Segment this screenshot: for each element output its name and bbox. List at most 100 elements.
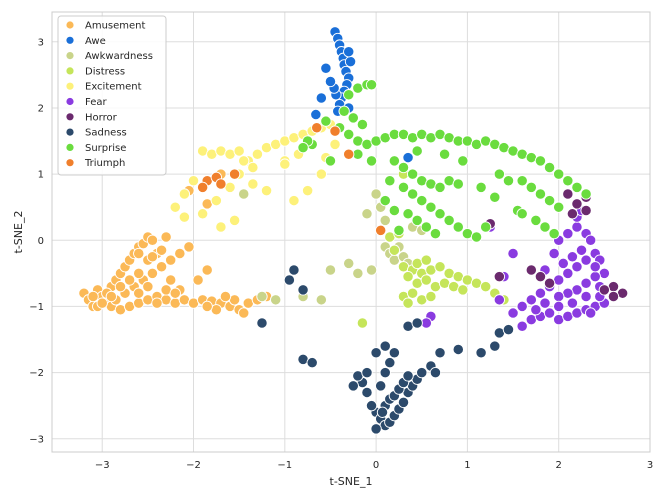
x-tick-label: 3 <box>647 460 653 471</box>
point-surprise <box>320 115 332 127</box>
point-excitement <box>288 194 300 207</box>
point-sadness <box>306 357 318 369</box>
point-amusement <box>160 231 172 243</box>
point-surprise <box>343 128 355 141</box>
point-surprise <box>457 155 469 167</box>
point-surprise <box>402 208 414 220</box>
point-fear <box>589 271 601 283</box>
point-excitement <box>169 201 181 213</box>
point-surprise <box>356 118 369 131</box>
point-sadness <box>288 264 300 276</box>
legend-marker <box>66 52 74 60</box>
point-sadness <box>429 366 442 379</box>
point-surprise <box>553 168 565 180</box>
legend-label: Surprise <box>85 143 126 154</box>
y-axis-label: t-SNE_2 <box>12 211 25 254</box>
point-surprise <box>429 228 442 240</box>
x-tick-label: 2 <box>556 460 562 471</box>
point-fear <box>548 247 560 260</box>
point-surprise <box>397 161 410 174</box>
point-sadness <box>376 406 389 418</box>
point-amusement <box>174 247 186 260</box>
x-tick-label: −2 <box>186 460 201 471</box>
point-sadness <box>384 357 396 369</box>
point-awkwardness <box>343 257 355 270</box>
point-awe <box>324 75 337 88</box>
point-fear <box>585 234 597 246</box>
point-surprise <box>543 194 556 207</box>
point-awkwardness <box>324 264 337 276</box>
point-amusement <box>201 264 213 276</box>
point-awe <box>315 92 327 104</box>
point-surprise <box>406 188 419 200</box>
gridlines <box>52 12 651 452</box>
point-distress <box>388 244 401 256</box>
point-fear <box>543 307 556 319</box>
point-awkwardness <box>379 214 391 227</box>
point-surprise <box>434 181 446 193</box>
point-awe <box>310 108 322 121</box>
point-surprise <box>534 188 547 200</box>
point-sadness <box>502 323 515 336</box>
point-amusement <box>142 280 154 293</box>
y-tick-label: 3 <box>38 37 44 48</box>
point-surprise <box>347 112 359 124</box>
point-awkwardness <box>361 208 373 220</box>
point-excitement <box>329 138 341 150</box>
point-surprise <box>562 175 574 187</box>
point-amusement <box>87 290 99 303</box>
x-tick-label: 1 <box>464 460 470 471</box>
legend-label: Amusement <box>85 21 146 32</box>
point-surprise <box>553 201 565 213</box>
point-surprise <box>416 194 428 207</box>
point-sadness <box>365 400 378 412</box>
point-amusement <box>155 261 168 273</box>
point-surprise <box>379 194 391 207</box>
point-horror <box>534 271 547 283</box>
point-surprise <box>406 168 419 180</box>
point-surprise <box>411 145 423 157</box>
data-points <box>78 26 629 435</box>
point-awe <box>343 46 355 58</box>
point-sadness <box>370 347 382 359</box>
point-amusement <box>114 280 127 293</box>
point-amusement <box>165 274 177 286</box>
point-awkwardness <box>256 290 268 303</box>
point-fear <box>553 290 565 303</box>
point-fear <box>507 247 519 260</box>
point-fear <box>493 294 506 306</box>
point-amusement <box>146 267 159 280</box>
legend-label: Distress <box>85 66 125 77</box>
point-amusement <box>123 274 136 286</box>
point-fear <box>571 221 583 233</box>
point-surprise <box>338 105 350 117</box>
point-distress <box>420 254 432 266</box>
point-excitement <box>210 194 222 207</box>
point-sadness <box>283 274 296 286</box>
legend-label: Excitement <box>85 82 142 93</box>
point-surprise <box>420 221 432 233</box>
point-fear <box>562 228 574 240</box>
point-sadness <box>361 386 373 399</box>
point-amusement <box>146 234 159 246</box>
point-fear <box>557 257 569 270</box>
point-surprise <box>493 168 506 180</box>
point-excitement <box>251 148 264 160</box>
point-fear <box>516 300 528 313</box>
point-distress <box>420 274 432 286</box>
point-excitement <box>196 208 209 220</box>
point-excitement <box>247 178 259 190</box>
point-surprise <box>489 191 501 203</box>
point-distress <box>356 317 369 329</box>
point-amusement <box>105 290 117 303</box>
point-sadness <box>379 366 391 379</box>
point-awkwardness <box>315 294 327 306</box>
point-sadness <box>297 284 309 296</box>
point-awe <box>402 151 414 164</box>
x-axis-label: t-SNE_1 <box>330 475 373 488</box>
point-sadness <box>475 347 487 359</box>
point-surprise <box>324 155 337 167</box>
point-sadness <box>379 340 391 352</box>
point-sadness <box>375 380 387 392</box>
point-surprise <box>297 141 309 154</box>
